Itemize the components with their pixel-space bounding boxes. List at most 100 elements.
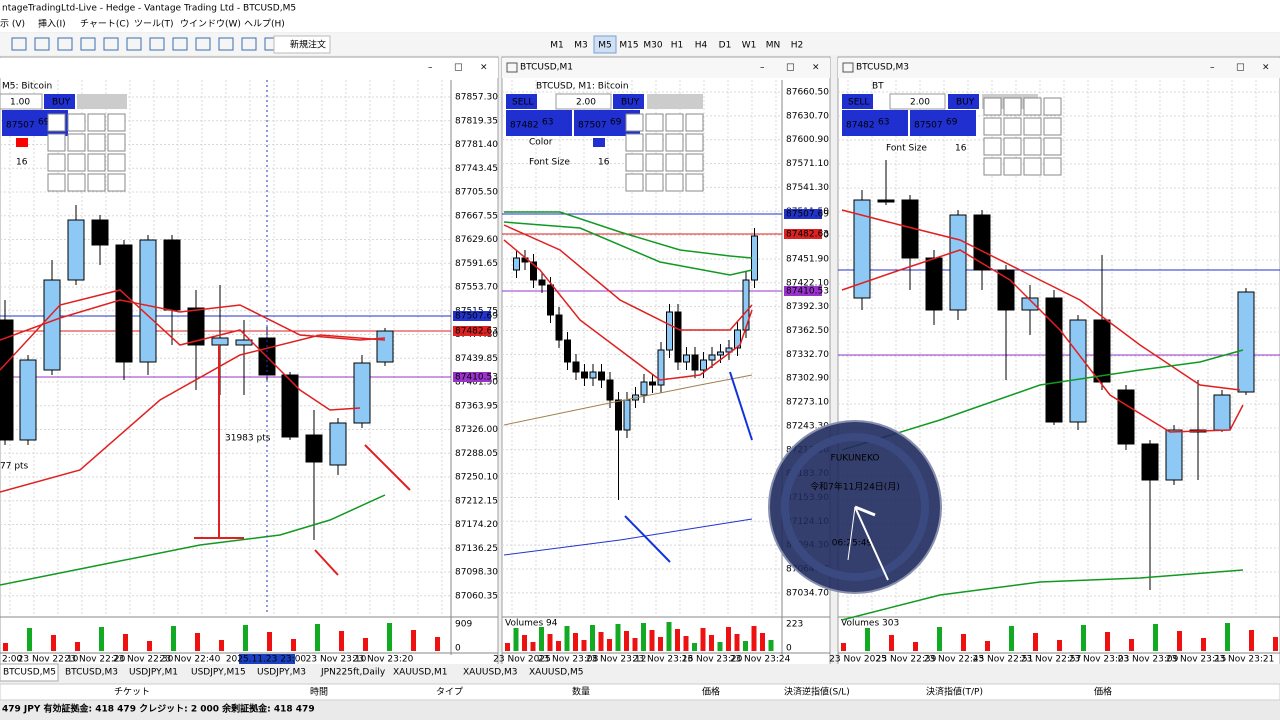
tool-btn[interactable] bbox=[983, 117, 1002, 136]
window-control[interactable]: □ bbox=[786, 63, 795, 73]
buy[interactable]: BUY bbox=[52, 98, 71, 108]
window-control[interactable]: × bbox=[812, 63, 820, 73]
tool-btn[interactable] bbox=[1003, 117, 1022, 136]
tool-btn[interactable] bbox=[983, 137, 1002, 156]
tool-icon[interactable] bbox=[80, 37, 96, 51]
tool-btn[interactable] bbox=[685, 173, 704, 192]
menu-item[interactable]: チャート(C) bbox=[80, 19, 129, 30]
tab[interactable]: XAUUSD,M3 bbox=[463, 668, 518, 678]
tool-btn[interactable] bbox=[645, 113, 664, 132]
buy[interactable]: BUY bbox=[621, 98, 640, 108]
menu-item[interactable]: 挿入(I) bbox=[38, 18, 66, 30]
tool-btn[interactable] bbox=[47, 173, 66, 192]
new-order[interactable]: 新規注文 bbox=[290, 39, 326, 51]
tool-btn[interactable] bbox=[1043, 97, 1062, 116]
timeframe[interactable]: M5 bbox=[598, 41, 612, 51]
buy-btn[interactable] bbox=[948, 94, 979, 109]
menu-item[interactable]: ヘルプ(H) bbox=[244, 19, 285, 30]
tool-btn[interactable] bbox=[645, 133, 664, 152]
tool-icon[interactable] bbox=[218, 37, 234, 51]
timeframe[interactable]: H4 bbox=[695, 41, 708, 51]
timeframe[interactable]: H2 bbox=[791, 41, 804, 51]
tool-btn[interactable] bbox=[1003, 137, 1022, 156]
tool-btn[interactable] bbox=[625, 153, 644, 172]
window-control[interactable]: – bbox=[760, 63, 765, 73]
tool-btn[interactable] bbox=[107, 153, 126, 172]
new-order-btn[interactable] bbox=[273, 35, 331, 54]
tool-btn[interactable] bbox=[625, 133, 644, 152]
tool-btn[interactable] bbox=[67, 133, 86, 152]
tool-btn[interactable] bbox=[107, 113, 126, 132]
tool-btn[interactable] bbox=[685, 113, 704, 132]
tool-icon[interactable] bbox=[172, 37, 188, 51]
tool-btn[interactable] bbox=[665, 153, 684, 172]
tool-btn[interactable] bbox=[1023, 157, 1042, 176]
tab[interactable]: BTCUSD,M3 bbox=[65, 668, 118, 678]
tool-btn[interactable] bbox=[645, 153, 664, 172]
window-control[interactable]: × bbox=[1262, 63, 1270, 73]
tool-btn[interactable] bbox=[107, 133, 126, 152]
sell-btn[interactable] bbox=[506, 94, 537, 109]
tool-icon[interactable] bbox=[11, 37, 27, 51]
tool-btn[interactable] bbox=[665, 173, 684, 192]
tool-btn[interactable] bbox=[87, 113, 106, 132]
tool-btn[interactable] bbox=[47, 153, 66, 172]
tab[interactable]: JPN225ft,Daily bbox=[320, 668, 386, 678]
tool-btn[interactable] bbox=[625, 173, 644, 192]
tool-icon[interactable] bbox=[149, 37, 165, 51]
tool-btn[interactable] bbox=[1003, 157, 1022, 176]
tool-btn[interactable] bbox=[1043, 157, 1062, 176]
tool-btn[interactable] bbox=[67, 153, 86, 172]
timeframe[interactable]: W1 bbox=[742, 41, 757, 51]
tool-btn[interactable] bbox=[67, 113, 86, 132]
tool-btn[interactable] bbox=[107, 173, 126, 192]
tool-btn[interactable] bbox=[645, 173, 664, 192]
tool-btn[interactable] bbox=[47, 113, 66, 132]
timeframe[interactable]: M30 bbox=[643, 41, 662, 51]
timeframe[interactable]: D1 bbox=[719, 41, 732, 51]
tool-btn[interactable] bbox=[47, 133, 66, 152]
window-control[interactable]: × bbox=[480, 63, 488, 73]
menu-item[interactable]: ツール(T) bbox=[134, 20, 174, 30]
timeframe[interactable]: M1 bbox=[550, 41, 564, 51]
tool-btn[interactable] bbox=[685, 133, 704, 152]
tool-btn[interactable] bbox=[625, 113, 644, 132]
tool-icon[interactable] bbox=[241, 37, 257, 51]
tool-icon[interactable] bbox=[126, 37, 142, 51]
window-control[interactable]: □ bbox=[1236, 63, 1245, 73]
tool-btn[interactable] bbox=[1023, 97, 1042, 116]
menu-item[interactable]: 示 (V) bbox=[0, 20, 25, 30]
window-control[interactable]: – bbox=[428, 63, 433, 73]
sell-btn[interactable] bbox=[842, 94, 873, 109]
tool-btn[interactable] bbox=[87, 173, 106, 192]
tool-icon[interactable] bbox=[57, 37, 73, 51]
tool-btn[interactable] bbox=[1043, 137, 1062, 156]
tool-icon[interactable] bbox=[195, 37, 211, 51]
window-control[interactable]: □ bbox=[454, 63, 463, 73]
tab[interactable]: BTCUSD,M5 bbox=[3, 668, 56, 678]
tab[interactable]: XAUUSD,M5 bbox=[529, 668, 584, 678]
tool-btn[interactable] bbox=[1023, 137, 1042, 156]
tool-btn[interactable] bbox=[67, 173, 86, 192]
tool-btn[interactable] bbox=[87, 133, 106, 152]
tool-btn[interactable] bbox=[1023, 117, 1042, 136]
tool-icon[interactable] bbox=[34, 37, 50, 51]
tab[interactable]: USDJPY,M1 bbox=[129, 668, 178, 678]
sell[interactable]: SELL bbox=[848, 98, 869, 108]
buy-btn[interactable] bbox=[613, 94, 644, 109]
tool-btn[interactable] bbox=[983, 97, 1002, 116]
timeframe[interactable]: M15 bbox=[619, 41, 638, 51]
tool-btn[interactable] bbox=[665, 133, 684, 152]
tool-btn[interactable] bbox=[983, 157, 1002, 176]
tool-btn[interactable] bbox=[685, 153, 704, 172]
buy[interactable]: BUY bbox=[956, 98, 975, 108]
tab[interactable]: USDJPY,M3 bbox=[257, 668, 306, 678]
tool-btn[interactable] bbox=[87, 153, 106, 172]
sell[interactable]: SELL bbox=[512, 98, 533, 108]
timeframe[interactable]: MN bbox=[766, 41, 781, 51]
tool-icon[interactable] bbox=[103, 37, 119, 51]
tool-btn[interactable] bbox=[665, 113, 684, 132]
timeframe[interactable]: M3 bbox=[574, 41, 588, 51]
window-control[interactable]: – bbox=[1210, 63, 1215, 73]
tool-btn[interactable] bbox=[1003, 97, 1022, 116]
